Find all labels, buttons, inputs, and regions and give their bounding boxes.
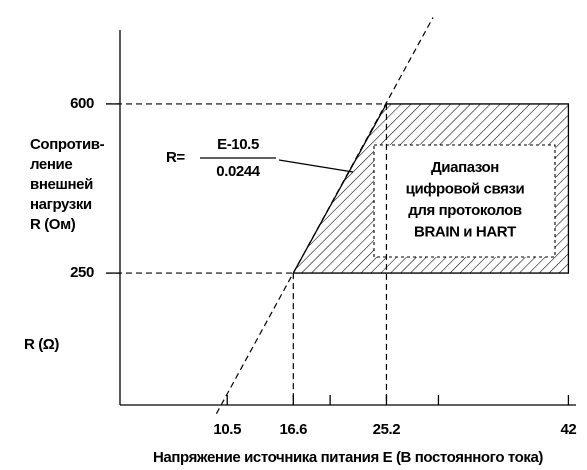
leader-line [278,159,354,173]
y-axis-title: Сопротив- [30,136,105,153]
y-axis-title: внешней [30,176,93,193]
x-axis-title: Напряжение источника питания E (В постоя… [153,449,543,466]
region-label-box [373,144,556,258]
region-label: для протоколов [408,202,522,219]
load-line [215,17,434,414]
x-tick-label: 42 [560,421,576,438]
y-axis-title: R (Ом) [30,216,76,233]
x-tick-label: 16.6 [279,421,307,438]
x-tick-label: 25.2 [373,421,401,438]
y-tick-label: 600 [70,95,94,112]
region-label: BRAIN и HART [414,223,516,240]
region-label: Диапазон [431,159,499,176]
formula-lhs: R= [166,149,185,166]
y-tick-label: 250 [70,264,94,281]
x-tick-label: 10.5 [213,421,241,438]
formula-denominator: 0.0244 [216,163,261,180]
region-label: цифровой связи [406,180,525,197]
formula-numerator: E-10.5 [217,136,259,153]
y-axis-symbol: R (Ω) [24,336,59,353]
y-axis-title: нагрузки [30,196,92,213]
y-axis-title: ление [30,156,72,173]
